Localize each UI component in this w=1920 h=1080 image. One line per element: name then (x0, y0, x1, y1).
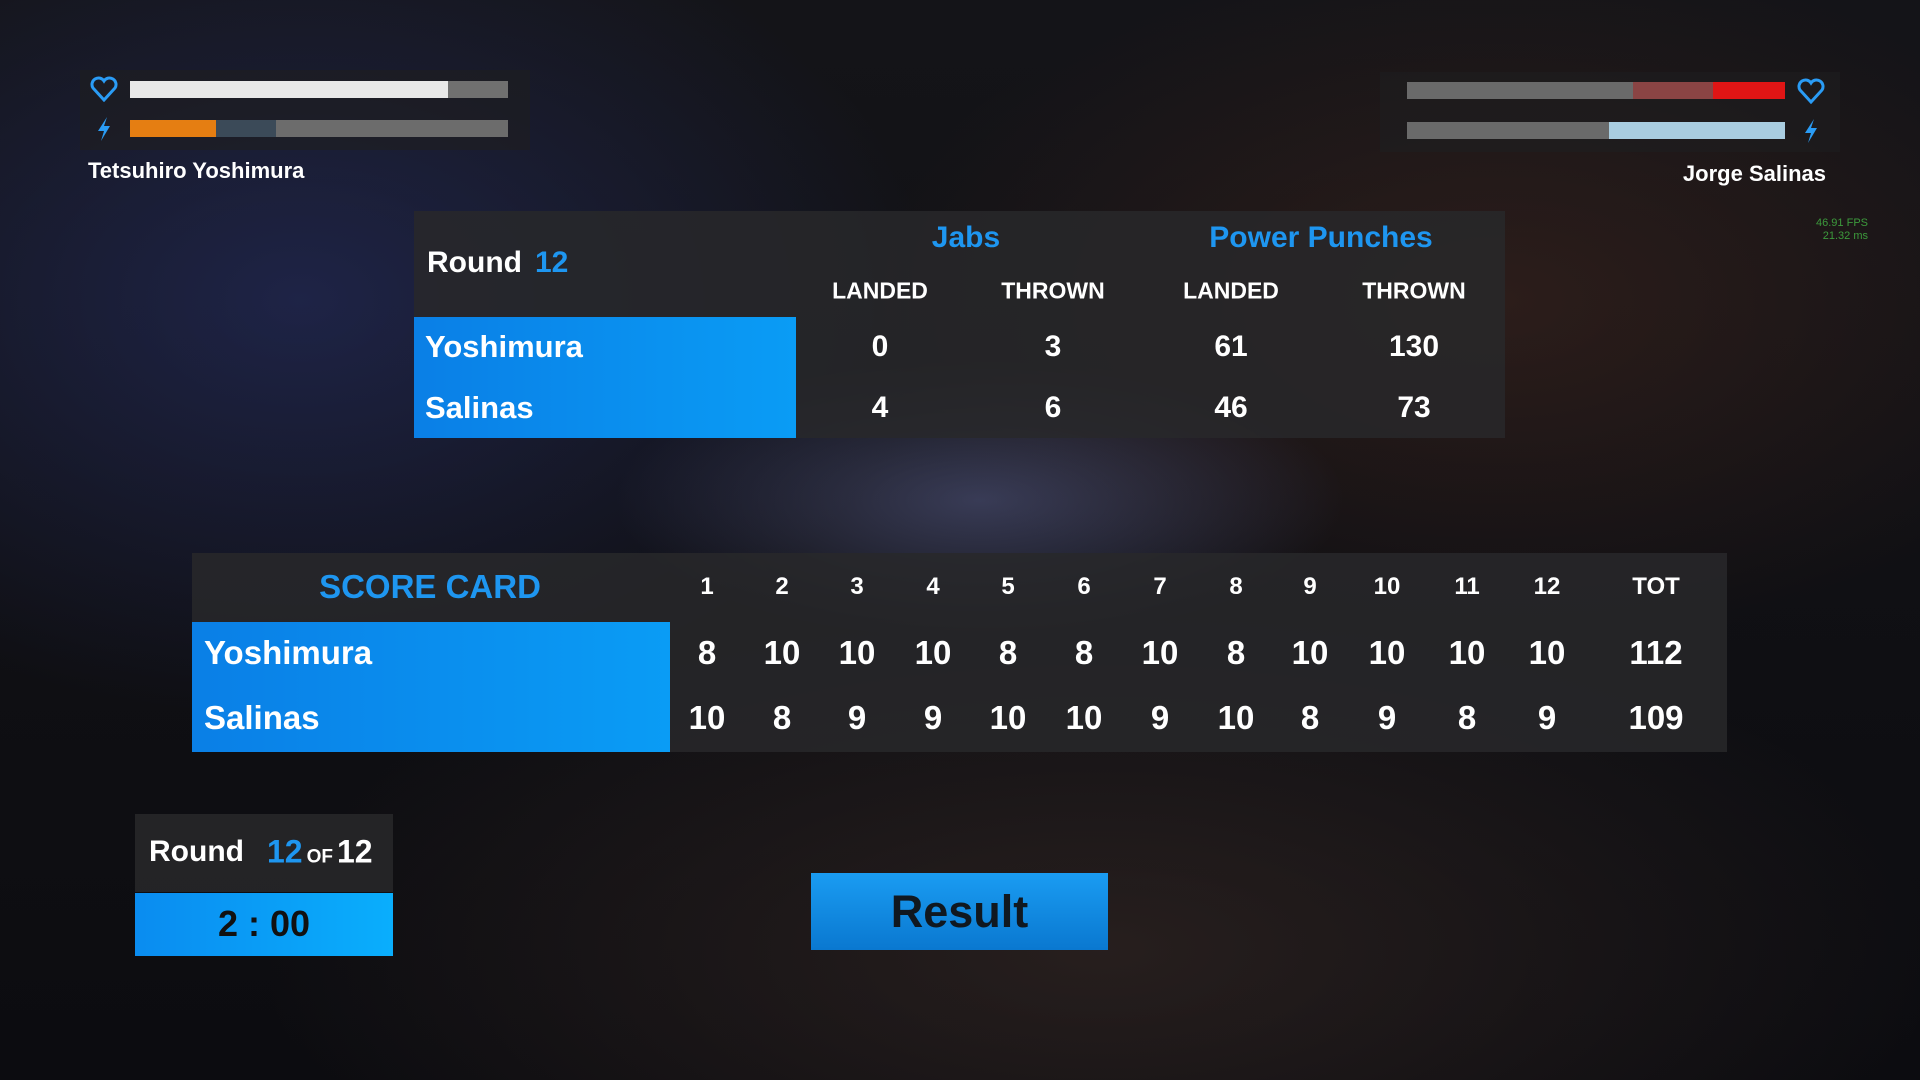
round-score: 9 (923, 699, 943, 736)
round-score: 10 (1141, 634, 1179, 671)
clock-box (135, 893, 393, 956)
round-column: 1 (700, 573, 714, 600)
round-score: 9 (847, 699, 867, 736)
heart-icon (90, 76, 118, 102)
stamina-bar (1407, 122, 1785, 139)
health-bar (1407, 82, 1785, 99)
round-column: 4 (926, 573, 940, 600)
round-column: 2 (775, 573, 789, 600)
stat-value: 3 (1044, 330, 1062, 363)
frame-time: 21.32 ms (1822, 230, 1868, 242)
stamina-icon (98, 117, 110, 141)
fighter-name: Salinas (425, 390, 534, 425)
stat-group: Power Punches (1209, 221, 1433, 254)
stat-value: 6 (1044, 391, 1062, 424)
round-column: 12 (1533, 573, 1561, 600)
fps: 46.91 FPS (1816, 217, 1868, 229)
round-score: 10 (1368, 634, 1406, 671)
round-score: 10 (1528, 634, 1566, 671)
names-box (192, 622, 670, 752)
stat-value: 0 (871, 330, 889, 363)
round-column: 9 (1303, 573, 1317, 600)
round-score: 9 (1377, 699, 1397, 736)
round-column: 6 (1077, 573, 1091, 600)
round-score: 112 (1629, 634, 1683, 671)
round-column: 3 (850, 573, 864, 600)
round-score: 10 (1291, 634, 1329, 671)
round-score: 9 (1150, 699, 1170, 736)
round-score: 8 (1074, 634, 1094, 671)
stamina-icon (1805, 119, 1817, 143)
left-fighter-name: Tetsuhiro Yoshimura (88, 158, 305, 183)
stat-column: LANDED (1183, 277, 1279, 304)
round-column: TOT (1632, 573, 1680, 600)
round-score: 10 (1448, 634, 1486, 671)
stat-value: 61 (1214, 330, 1248, 363)
round-score: 10 (688, 699, 726, 736)
round-score: 109 (1628, 699, 1684, 736)
round-column: 8 (1229, 573, 1243, 600)
of-text: OF (306, 846, 333, 868)
stat-group: Jabs (931, 221, 1001, 254)
round-score: 8 (772, 699, 792, 736)
round-number: 12 (535, 246, 569, 279)
round-label: Round (149, 835, 244, 868)
round-score: 8 (1457, 699, 1477, 736)
round-column: 5 (1001, 573, 1015, 600)
clock: 2 : 00 (217, 903, 311, 944)
stat-value: 130 (1388, 330, 1440, 363)
round-score: 10 (1065, 699, 1103, 736)
names-box (414, 317, 796, 438)
fighter-name: Yoshimura (204, 634, 373, 671)
round-score: 10 (763, 634, 801, 671)
round-label: Round (427, 246, 522, 279)
stamina-bar (130, 120, 508, 137)
fighter-name: Salinas (204, 699, 320, 736)
fighter-name: Yoshimura (425, 329, 583, 364)
round-score: 10 (838, 634, 876, 671)
scorecard-title: SCORE CARD (319, 568, 541, 605)
stat-column: THROWN (1362, 277, 1466, 304)
stat-value: 46 (1214, 391, 1248, 424)
round-score: 10 (914, 634, 952, 671)
stat-value: 4 (871, 391, 889, 424)
health-bar (130, 81, 508, 98)
right-fighter-name: Jorge Salinas (1682, 161, 1826, 186)
round-score: 8 (1300, 699, 1320, 736)
round-score: 8 (697, 634, 717, 671)
round-progress: 12 OF 12 (267, 834, 373, 871)
stat-column: THROWN (1001, 277, 1105, 304)
round-score: 8 (998, 634, 1018, 671)
current-round: 12 (267, 833, 303, 870)
round-column: 11 (1454, 573, 1480, 600)
round-column: 10 (1373, 573, 1401, 600)
heart-icon (1797, 78, 1825, 104)
stat-column: LANDED (832, 277, 928, 304)
stat-value: 73 (1397, 391, 1431, 424)
round-score: 10 (989, 699, 1027, 736)
perf-overlay: 46.91 FPS 21.32 ms (1816, 217, 1868, 243)
round-info-panel (135, 814, 393, 892)
round-score: 8 (1226, 634, 1246, 671)
total-rounds: 12 (336, 833, 373, 870)
result-button[interactable]: Result (811, 873, 1108, 950)
round-score: 9 (1537, 699, 1557, 736)
round-score: 10 (1217, 699, 1255, 736)
round-column: 7 (1153, 573, 1167, 600)
